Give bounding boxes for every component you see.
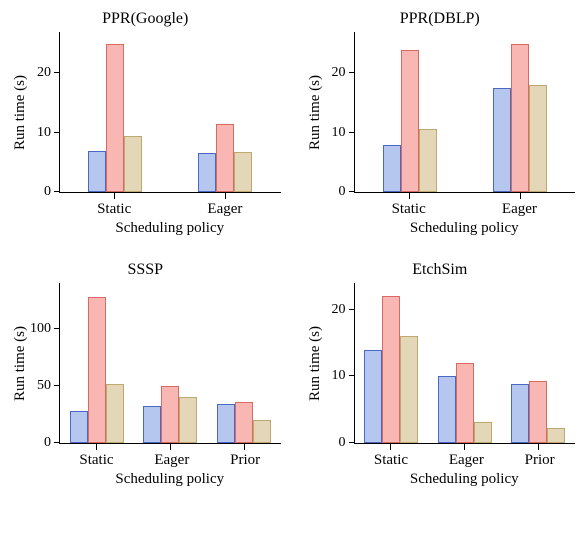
x-tick: [170, 444, 171, 450]
plot-area: [354, 283, 576, 444]
chart-panel: PPR(Google)Run time (s)01020.StaticEager…: [10, 10, 281, 237]
bar-group: [88, 44, 142, 192]
bar: [529, 85, 547, 192]
bar-group: [383, 50, 437, 192]
bar: [382, 296, 400, 443]
bar: [547, 428, 565, 443]
bar: [511, 44, 529, 192]
bar: [401, 50, 419, 192]
plot-area: [59, 32, 281, 193]
x-tick-label: Static: [97, 201, 131, 218]
bar: [253, 420, 271, 443]
bar-group: [198, 124, 252, 192]
chart-panel: SSSPRun time (s)050100.StaticEagerPriorS…: [10, 261, 281, 488]
x-tick-label: Eager: [154, 452, 189, 469]
y-tick-label: 10: [37, 125, 51, 141]
x-tick-label: Static: [392, 201, 426, 218]
y-axis-label: Run time (s): [305, 32, 326, 193]
y-tick-label: 10: [332, 368, 346, 384]
bar: [88, 151, 106, 192]
x-axis-label: Scheduling policy: [59, 220, 281, 237]
y-tick-label: 100: [30, 321, 51, 337]
y-tick-label: 10: [332, 125, 346, 141]
chart-title: SSSP: [10, 261, 281, 279]
bar: [383, 145, 401, 192]
x-tick: [96, 444, 97, 450]
bar-group: [493, 44, 547, 192]
x-tick-label: Eager: [449, 452, 484, 469]
x-tick-label: Prior: [230, 452, 260, 469]
bar: [456, 363, 474, 443]
bar: [124, 136, 142, 192]
chart-panel: PPR(DBLP)Run time (s)01020.StaticEagerSc…: [305, 10, 576, 237]
bar: [438, 376, 456, 443]
bar: [493, 88, 511, 192]
bar: [234, 152, 252, 192]
x-tick: [409, 193, 410, 199]
x-axis-label: Scheduling policy: [59, 471, 281, 488]
y-axis-label: Run time (s): [10, 283, 31, 444]
plot-area: [59, 283, 281, 444]
x-axis-label: Scheduling policy: [354, 471, 576, 488]
chart-panel: EtchSimRun time (s)01020.StaticEagerPrio…: [305, 261, 576, 488]
chart-title: EtchSim: [305, 261, 576, 279]
bar-group: [511, 381, 565, 443]
bar: [419, 129, 437, 192]
bar: [161, 386, 179, 443]
chart-title: PPR(DBLP): [305, 10, 576, 28]
x-tick: [464, 444, 465, 450]
bar: [364, 350, 382, 443]
bar-group: [70, 297, 124, 443]
x-tick: [520, 193, 521, 199]
y-tick-label: 50: [37, 378, 51, 394]
x-tick-label: Static: [79, 452, 113, 469]
bar: [235, 402, 253, 443]
bar: [88, 297, 106, 443]
chart-title: PPR(Google): [10, 10, 281, 28]
y-tick-label: 20: [332, 65, 346, 81]
bar: [529, 381, 547, 443]
bar: [216, 124, 234, 192]
x-tick: [225, 193, 226, 199]
y-axis-label: Run time (s): [305, 283, 326, 444]
bar: [179, 397, 197, 443]
bar-group: [364, 296, 418, 443]
x-tick-label: Eager: [207, 201, 242, 218]
x-tick: [244, 444, 245, 450]
y-tick-label: 20: [332, 302, 346, 318]
x-tick: [538, 444, 539, 450]
bar-group: [217, 402, 271, 443]
bar: [474, 422, 492, 443]
bar: [143, 406, 161, 443]
x-tick-label: Prior: [525, 452, 555, 469]
bar-group: [143, 386, 197, 443]
bar: [511, 384, 529, 443]
y-axis-label: Run time (s): [10, 32, 31, 193]
bar: [198, 153, 216, 192]
bar: [70, 411, 88, 443]
y-tick-label: 20: [37, 65, 51, 81]
bar: [106, 44, 124, 192]
x-tick: [114, 193, 115, 199]
x-axis-label: Scheduling policy: [354, 220, 576, 237]
x-tick-label: Static: [374, 452, 408, 469]
x-tick: [390, 444, 391, 450]
bar-group: [438, 363, 492, 443]
bar: [217, 404, 235, 443]
plot-area: [354, 32, 576, 193]
bar: [400, 336, 418, 443]
bar: [106, 384, 124, 443]
x-tick-label: Eager: [502, 201, 537, 218]
